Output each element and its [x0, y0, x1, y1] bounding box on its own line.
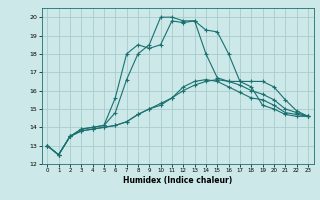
X-axis label: Humidex (Indice chaleur): Humidex (Indice chaleur)	[123, 176, 232, 185]
